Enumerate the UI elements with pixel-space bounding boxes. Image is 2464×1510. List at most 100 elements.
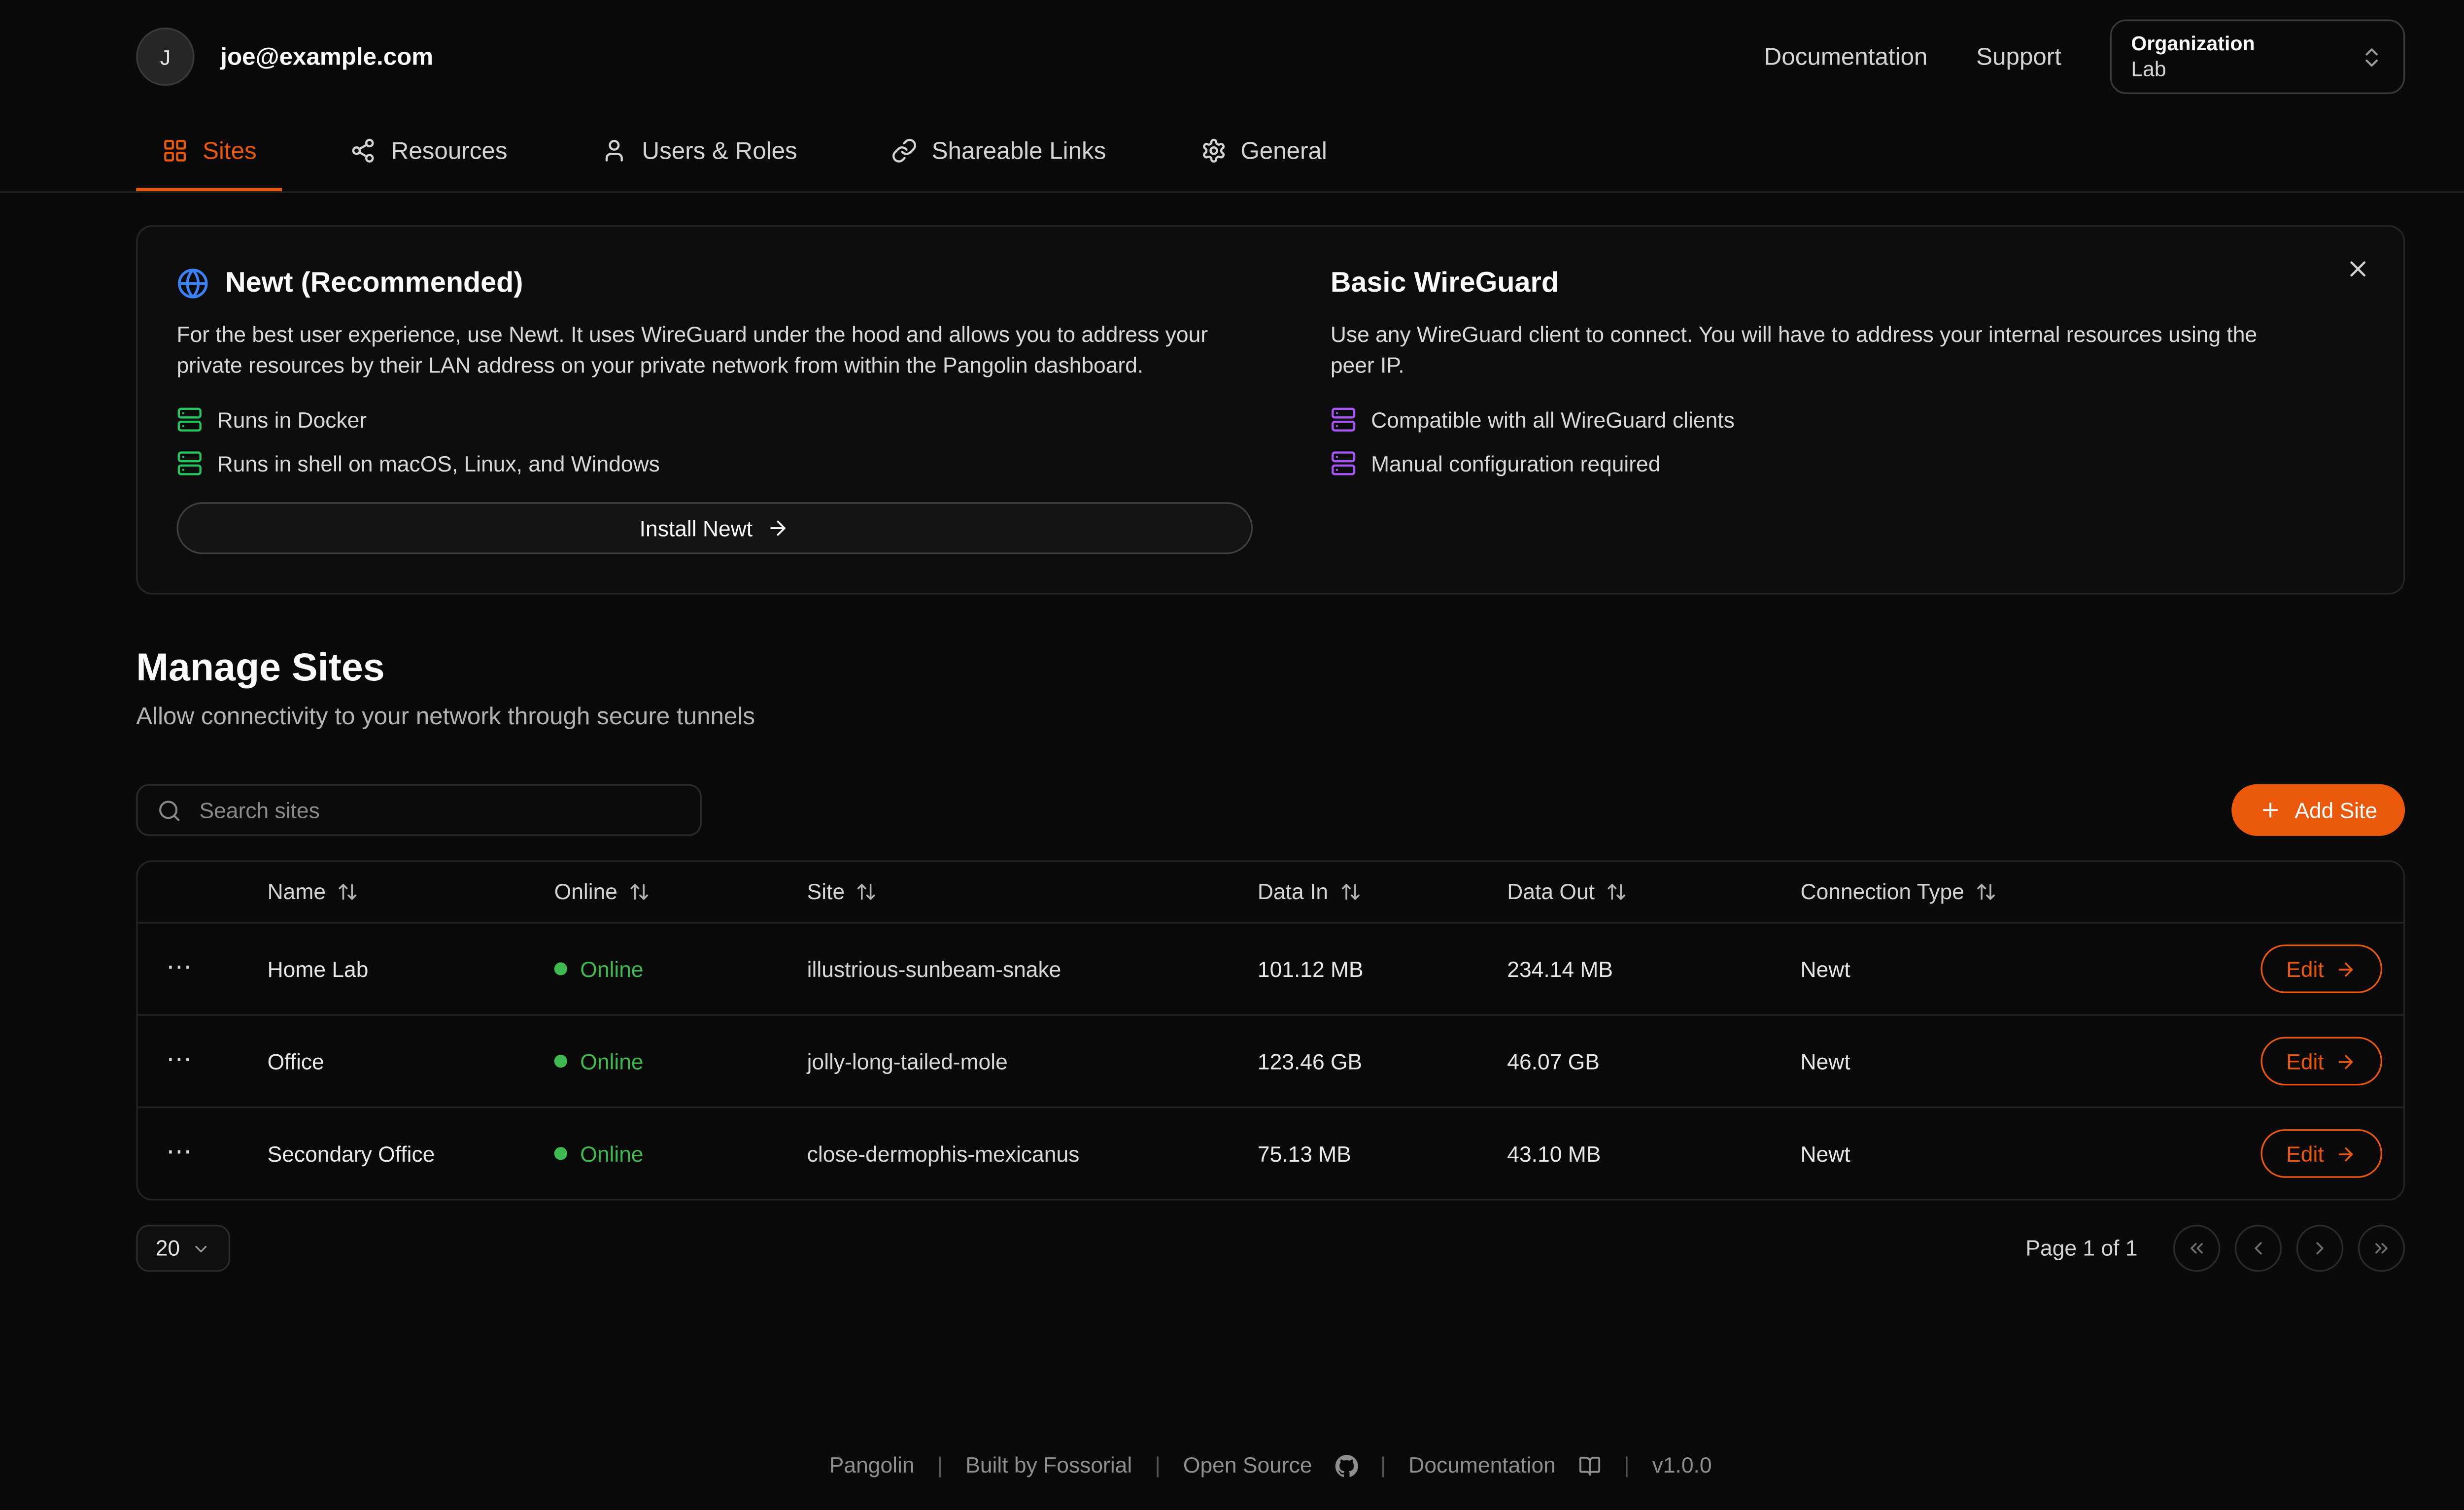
sort-icon[interactable]: [856, 881, 877, 903]
data-out: 234.14 MB: [1507, 956, 1613, 981]
column-label: Name: [267, 879, 326, 904]
connection-type: Newt: [1800, 1141, 1850, 1166]
organization-selector[interactable]: Organization Lab: [2110, 19, 2405, 94]
tab-shareable-links[interactable]: Shareable Links: [865, 113, 1132, 191]
newt-description: For the best user experience, use Newt. …: [176, 322, 1208, 377]
edit-label: Edit: [2286, 1141, 2324, 1166]
book-icon[interactable]: [1578, 1454, 1601, 1476]
footer-separator: |: [1155, 1453, 1161, 1478]
sort-icon[interactable]: [1976, 881, 1997, 903]
tab-label: General: [1240, 136, 1327, 165]
avatar[interactable]: J: [136, 27, 195, 86]
tab-sites[interactable]: Sites: [136, 113, 283, 192]
online-dot-icon: [554, 1054, 567, 1068]
column-header-name: Name: [222, 880, 554, 904]
tab-label: Resources: [391, 136, 508, 165]
search-box: [136, 784, 702, 836]
support-link[interactable]: Support: [1976, 43, 2061, 71]
add-site-button[interactable]: Add Site: [2231, 784, 2405, 836]
arrow-right-icon: [767, 517, 790, 539]
site-slug: illustrious-sunbeam-snake: [807, 956, 1061, 981]
arrow-right-icon: [2335, 1051, 2357, 1072]
page-size-value: 20: [155, 1236, 180, 1261]
sort-icon[interactable]: [1606, 881, 1627, 903]
page-title: Manage Sites: [136, 646, 385, 690]
footer-brand: Pangolin: [829, 1453, 915, 1478]
row-menu-icon[interactable]: ⋯: [160, 1042, 200, 1081]
chevron-left-icon: [2248, 1238, 2269, 1259]
chevron-right-icon: [2309, 1238, 2330, 1259]
sort-icon[interactable]: [1339, 881, 1361, 903]
edit-button[interactable]: Edit: [2260, 1037, 2383, 1086]
chevron-down-icon: [191, 1239, 210, 1258]
user-email[interactable]: joe@example.com: [220, 43, 434, 71]
wireguard-feature: Compatible with all WireGuard clients: [1331, 407, 2290, 433]
row-menu-icon[interactable]: ⋯: [160, 1134, 200, 1173]
edit-button[interactable]: Edit: [2260, 1129, 2383, 1178]
tab-label: Shareable Links: [931, 136, 1106, 165]
arrow-right-icon: [2335, 958, 2357, 979]
chevrons-left-icon: [2186, 1238, 2207, 1259]
tab-general[interactable]: General: [1174, 113, 1353, 191]
plus-icon: [2259, 799, 2282, 821]
user-menu: J joe@example.com: [136, 27, 434, 86]
last-page-button[interactable]: [2358, 1225, 2405, 1272]
status-badge: Online: [554, 1141, 788, 1166]
grid-icon: [162, 138, 188, 164]
footer-open-source[interactable]: Open Source: [1183, 1453, 1312, 1478]
feature-label: Manual configuration required: [1371, 451, 1661, 476]
wireguard-feature: Manual configuration required: [1331, 451, 2290, 477]
organization-selector-text: Organization Lab: [2131, 33, 2255, 81]
organization-value: Lab: [2131, 57, 2166, 81]
site-name: Home Lab: [267, 956, 369, 981]
tab-users-roles[interactable]: Users & Roles: [576, 113, 823, 191]
newt-panel: Newt (Recommended) For the best user exp…: [176, 266, 1253, 554]
sort-icon[interactable]: [629, 881, 650, 903]
feature-label: Runs in shell on macOS, Linux, and Windo…: [217, 451, 660, 476]
site-name: Office: [267, 1049, 324, 1074]
page-size-select[interactable]: 20: [136, 1225, 231, 1272]
search-input[interactable]: [196, 796, 681, 824]
status-label: Online: [580, 956, 644, 981]
gear-icon: [1200, 138, 1226, 164]
github-icon[interactable]: [1335, 1454, 1358, 1476]
install-newt-label: Install Newt: [639, 516, 753, 540]
column-label: Data In: [1257, 879, 1329, 904]
status-label: Online: [580, 1049, 644, 1074]
previous-page-button[interactable]: [2234, 1225, 2282, 1272]
tab-resources[interactable]: Resources: [325, 113, 533, 191]
footer-built-by[interactable]: Built by Fossorial: [965, 1453, 1132, 1478]
globe-icon: [176, 267, 209, 299]
add-site-label: Add Site: [2294, 798, 2378, 822]
sort-icon[interactable]: [337, 881, 358, 903]
link-icon: [891, 138, 917, 164]
data-out: 46.07 GB: [1507, 1049, 1600, 1074]
table-row: ⋯ Secondary Office Online close-dermophi…: [137, 1107, 2403, 1199]
first-page-button[interactable]: [2173, 1225, 2221, 1272]
waypoints-icon: [350, 138, 376, 164]
tab-label: Users & Roles: [642, 136, 797, 165]
tab-label: Sites: [203, 136, 257, 165]
table-row: ⋯ Office Online jolly-long-tailed-mole 1…: [137, 1014, 2403, 1107]
status-label: Online: [580, 1141, 644, 1166]
table-header-row: Name Online Site Data In Data Out Connec…: [138, 862, 2403, 922]
edit-button[interactable]: Edit: [2260, 944, 2383, 993]
newt-feature: Runs in shell on macOS, Linux, and Windo…: [176, 451, 1253, 477]
close-icon[interactable]: [2335, 246, 2381, 292]
next-page-button[interactable]: [2296, 1225, 2344, 1272]
column-header-data-out: Data Out: [1507, 880, 1800, 904]
footer-documentation[interactable]: Documentation: [1408, 1453, 1556, 1478]
install-newt-button[interactable]: Install Newt: [176, 502, 1253, 554]
pagination-bar: 20 Page 1 of 1: [136, 1225, 2405, 1272]
edit-label: Edit: [2286, 1049, 2324, 1074]
top-links: Documentation Support Organization Lab: [1764, 19, 2405, 94]
search-icon: [157, 798, 181, 822]
sites-table: Name Online Site Data In Data Out Connec…: [136, 860, 2405, 1201]
server-icon: [1331, 451, 1357, 477]
site-slug: close-dermophis-mexicanus: [807, 1141, 1080, 1166]
column-header-online: Online: [554, 880, 788, 904]
documentation-link[interactable]: Documentation: [1764, 43, 1928, 71]
site-name: Secondary Office: [267, 1141, 435, 1166]
row-menu-icon[interactable]: ⋯: [160, 949, 200, 988]
page-subtitle: Allow connectivity to your network throu…: [136, 703, 755, 731]
